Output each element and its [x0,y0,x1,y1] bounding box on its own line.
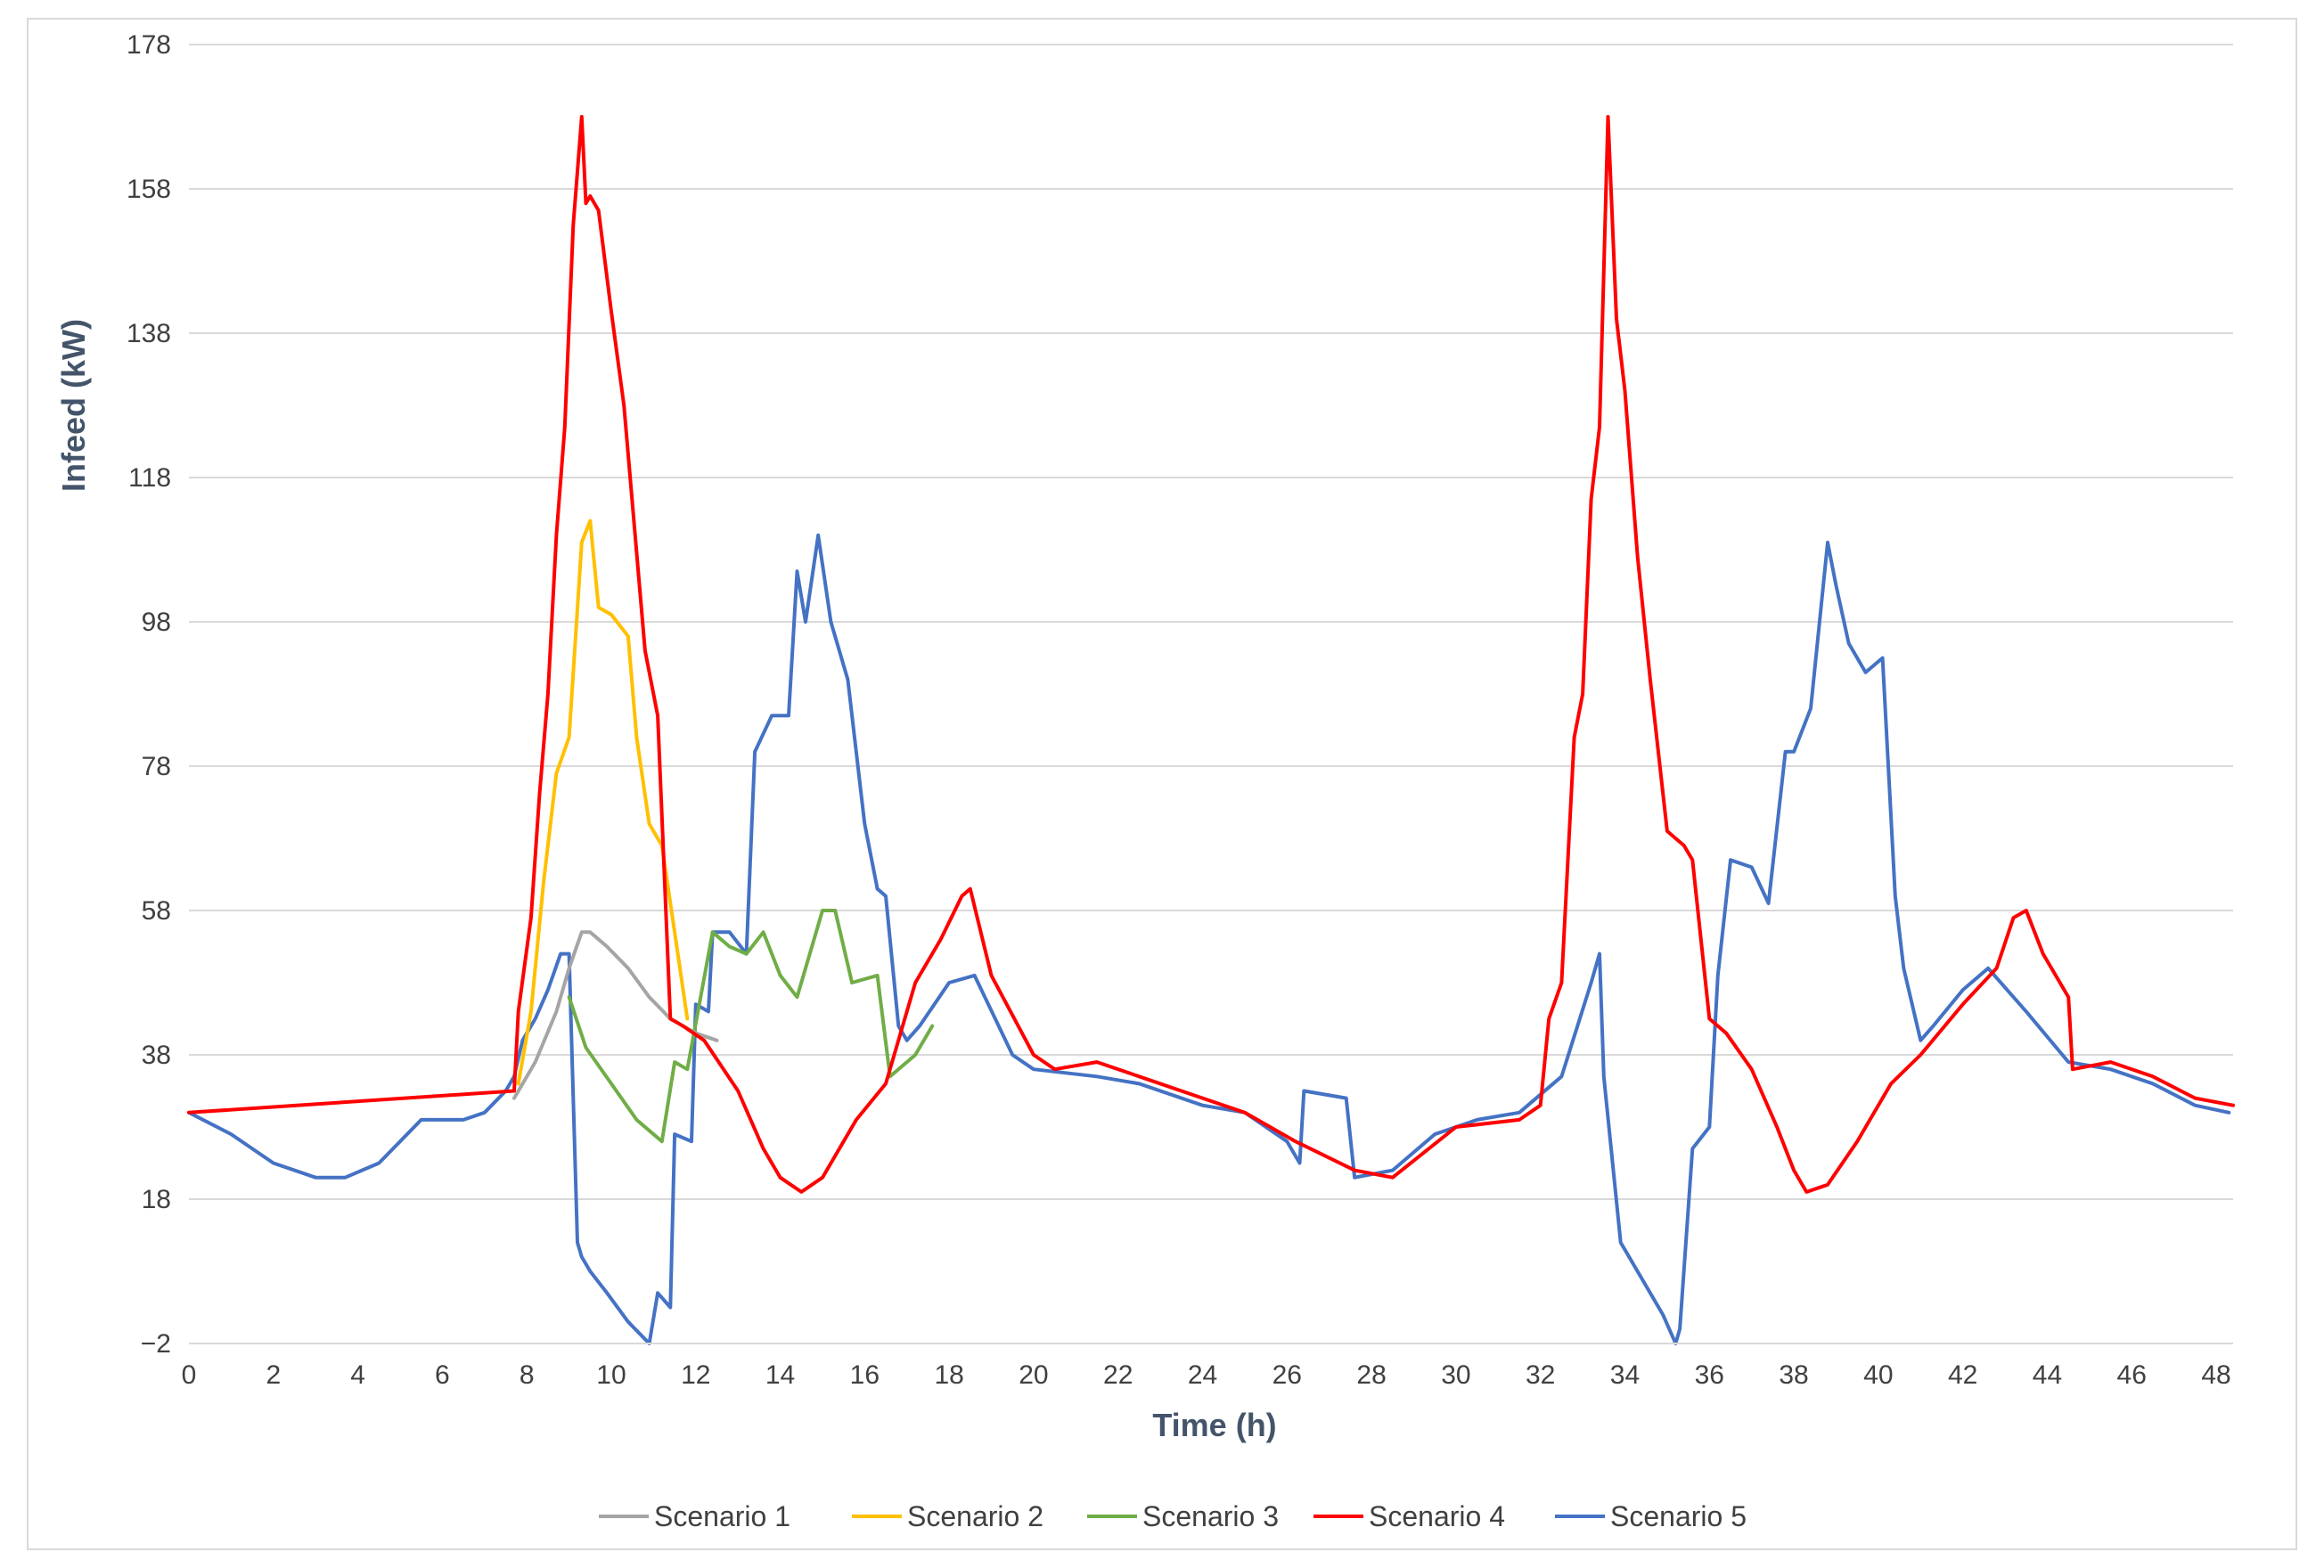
x-tick-label: 46 [2117,1360,2147,1390]
x-tick-label: 42 [1948,1360,1977,1390]
x-tick-label: 8 [520,1360,535,1390]
x-tick-label: 12 [681,1360,710,1390]
x-tick-label: 28 [1356,1360,1386,1390]
legend-label: Scenario 5 [1610,1500,1747,1532]
y-tick-label: 118 [128,463,171,493]
x-tick-label: 26 [1272,1360,1302,1390]
x-tick-label: 32 [1526,1360,1555,1390]
gridlines [189,44,2233,1344]
y-tick-label: 18 [142,1185,171,1214]
y-tick-label: 98 [142,608,171,637]
x-tick-label: 18 [934,1360,963,1390]
x-axis-ticks: 0 2 4 6 8 10 12 14 16 18 20 22 24 26 28 30 32 34 36 38 40 42 4… [182,1360,2231,1390]
chart-frame [27,18,2297,1550]
y-tick-label: 178 [127,30,171,60]
x-tick-label: 22 [1103,1360,1133,1390]
legend-label: Scenario 3 [1142,1500,1279,1532]
legend: Scenario 1 Scenario 2 Scenario 3 Scenario 4… [599,1500,1747,1532]
y-tick-label: 38 [142,1041,171,1070]
x-tick-label: 16 [850,1360,880,1390]
x-tick-label: 6 [435,1360,450,1390]
x-tick-label: 2 [266,1360,281,1390]
x-tick-label: 34 [1610,1360,1640,1390]
x-tick-label: 48 [2201,1360,2230,1390]
y-axis-title: Infeed (kW) [55,319,92,492]
x-axis-title: Time (h) [1152,1407,1276,1443]
x-tick-label: 0 [182,1360,197,1390]
series-line-scenario-2 [516,519,690,1086]
y-tick-label: 138 [127,319,171,348]
x-tick-label: 30 [1441,1360,1470,1390]
y-tick-label: 58 [142,896,171,926]
x-tick-label: 36 [1695,1360,1724,1390]
x-tick-label: 20 [1019,1360,1048,1390]
x-tick-label: 24 [1188,1360,1217,1390]
series-line-scenario-5 [187,533,2231,1345]
plot-lines [187,115,2235,1345]
x-tick-label: 40 [1863,1360,1893,1390]
x-tick-label: 44 [2033,1360,2062,1390]
x-tick-label: 10 [596,1360,626,1390]
x-tick-label: 14 [765,1360,795,1390]
x-tick-label: 38 [1779,1360,1808,1390]
x-tick-label: 4 [350,1360,365,1390]
legend-label: Scenario 2 [907,1500,1043,1532]
y-tick-label: −2 [141,1329,171,1359]
legend-label: Scenario 4 [1369,1500,1505,1532]
y-axis-ticks: −2 18 38 58 78 98 118 138 158 178 [127,30,171,1359]
series-line-scenario-4 [187,115,2235,1194]
legend-label: Scenario 1 [654,1500,790,1532]
y-tick-label: 78 [142,752,171,781]
series-line-scenario-3 [567,909,935,1144]
y-tick-label: 158 [127,175,171,204]
